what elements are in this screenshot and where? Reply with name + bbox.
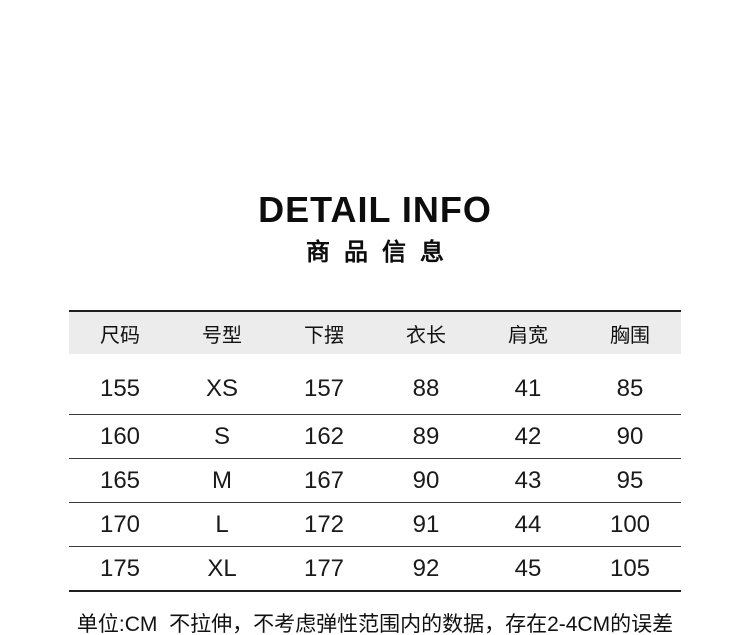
- table-row: 175 XL 177 92 45 105: [69, 546, 681, 590]
- table-cell: 170: [99, 510, 141, 538]
- table-cell: 90: [412, 466, 440, 494]
- size-table: 尺码 号型 下摆 衣长 肩宽 胸围 155 XS 157 88 41 85 16…: [69, 310, 681, 592]
- table-cell: S: [213, 422, 230, 450]
- column-header-size-code: 尺码: [100, 324, 140, 347]
- table-cell: 85: [616, 375, 644, 402]
- table-cell: 167: [303, 466, 345, 494]
- page-title: DETAIL INFO: [258, 189, 492, 230]
- table-cell: 165: [99, 466, 141, 494]
- table-cell: 89: [412, 422, 440, 450]
- table-cell: 162: [303, 422, 345, 450]
- table-cell: L: [215, 510, 229, 538]
- column-header-length: 衣长: [406, 324, 446, 347]
- table-cell: 45: [514, 554, 542, 582]
- table-cell: 43: [514, 466, 542, 494]
- column-header-model: 号型: [202, 324, 242, 347]
- table-cell: XL: [207, 554, 237, 582]
- table-cell: 95: [616, 466, 644, 494]
- title-block: DETAIL INFO 商品信息: [0, 0, 750, 267]
- page-subtitle: 商品信息: [306, 239, 458, 266]
- table-cell: 177: [303, 554, 345, 582]
- table-cell: 88: [412, 375, 440, 402]
- table-cell: 155: [99, 375, 141, 402]
- table-cell: 42: [514, 422, 542, 450]
- table-header-row: 尺码 号型 下摆 衣长 肩宽 胸围: [69, 312, 681, 354]
- table-cell: 41: [514, 375, 542, 402]
- column-header-bust: 胸围: [610, 324, 650, 347]
- column-header-hem: 下摆: [304, 324, 344, 347]
- table-cell: XS: [205, 375, 238, 402]
- table-cell: 172: [303, 510, 345, 538]
- table-cell: 92: [412, 554, 440, 582]
- table-cell: 90: [616, 422, 644, 450]
- table-cell: 105: [609, 554, 651, 582]
- table-row: 160 S 162 89 42 90: [69, 414, 681, 458]
- table-cell: 157: [303, 375, 345, 402]
- table-cell: M: [212, 466, 232, 494]
- table-cell: 160: [99, 422, 141, 450]
- table-cell: 44: [514, 510, 542, 538]
- table-row: 155 XS 157 88 41 85: [69, 354, 681, 414]
- table-cell: 91: [412, 510, 440, 538]
- unit-note: 单位:CM 不拉伸，不考虑弹性范围内的数据，存在2-4CM的误差: [76, 613, 674, 635]
- table-cell: 175: [99, 554, 141, 582]
- column-header-shoulder: 肩宽: [508, 324, 548, 347]
- table-row: 170 L 172 91 44 100: [69, 502, 681, 546]
- table-row: 165 M 167 90 43 95: [69, 458, 681, 502]
- table-cell: 100: [609, 510, 651, 538]
